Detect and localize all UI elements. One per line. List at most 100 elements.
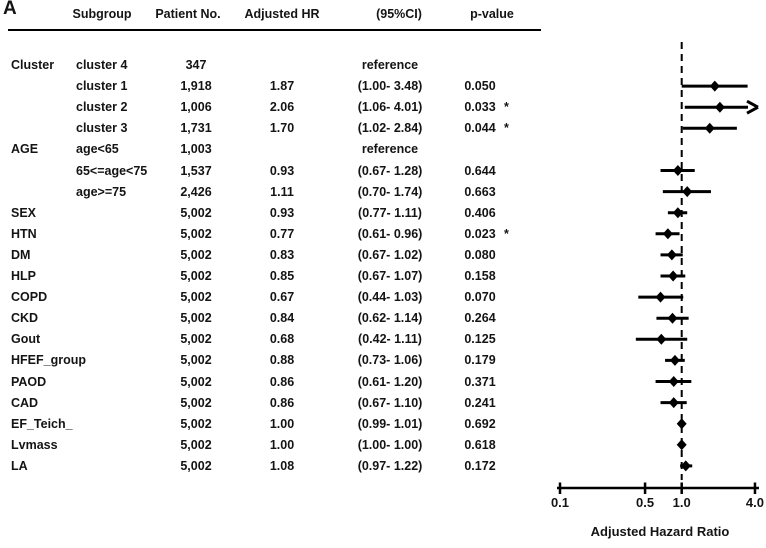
row-group-label: Cluster <box>11 58 55 72</box>
row-p-value: 0.172 <box>464 458 496 473</box>
row-group-label: CKD <box>11 311 39 326</box>
row-ci: (0.61- 0.96) <box>357 226 423 241</box>
col-header-patient-no: Patient No. <box>155 7 221 21</box>
table-row: CAD 5,002 0.86 (0.67- 1.10) 0.241 <box>0 393 560 413</box>
hr-diamond <box>667 312 678 324</box>
row-patient-count: 1,537 <box>180 163 212 178</box>
col-header-p-value: p-value <box>470 7 514 21</box>
row-significance-star: * <box>504 226 509 241</box>
table-row: Cluster cluster 4 347 reference <box>0 55 560 75</box>
row-patient-count: 5,002 <box>180 458 212 473</box>
hr-diamond <box>672 207 683 219</box>
table-row: AGE age<65 1,003 reference <box>0 139 560 159</box>
row-group-label: Gout <box>11 332 41 347</box>
row-ci: (0.61- 1.20) <box>357 374 423 389</box>
row-ci: (1.02- 2.84) <box>357 121 423 136</box>
hr-diamond <box>668 397 679 409</box>
row-adjusted-hr: 0.85 <box>269 269 295 283</box>
row-patient-count: 5,002 <box>180 205 212 220</box>
hr-diamond <box>682 186 693 198</box>
row-patient-count: 5,002 <box>180 416 212 431</box>
row-ci: (0.73- 1.06) <box>357 353 423 368</box>
hr-diamond <box>668 270 679 282</box>
row-group-label: COPD <box>11 290 48 305</box>
row-group-label: HTN <box>11 226 37 241</box>
table-row: SEX 5,002 0.93 (0.77- 1.11) 0.406 <box>0 203 560 223</box>
row-ci: (0.77- 1.11) <box>358 205 422 220</box>
row-ci: (0.67- 1.07) <box>357 269 423 283</box>
row-subgroup-label: cluster 2 <box>76 100 128 115</box>
row-patient-count: 1,003 <box>180 142 212 157</box>
row-subgroup-label: cluster 1 <box>76 79 128 94</box>
row-adjusted-hr: 1.00 <box>269 437 295 452</box>
row-ci: (1.06- 4.01) <box>357 100 423 115</box>
table-row: cluster 2 1,006 2.06 (1.06- 4.01) 0.033 … <box>0 97 560 117</box>
row-adjusted-hr: 0.84 <box>269 311 295 326</box>
table-row: cluster 3 1,731 1.70 (1.02- 2.84) 0.044 … <box>0 118 560 138</box>
row-adjusted-hr: 1.70 <box>269 121 295 136</box>
row-p-value: 0.023 <box>464 226 496 241</box>
row-p-value: 0.070 <box>464 290 496 305</box>
hr-diamond <box>666 249 677 261</box>
table-row: EF_Teich_ 5,002 1.00 (0.99- 1.01) 0.692 <box>0 414 560 434</box>
row-adjusted-hr: 1.00 <box>269 416 295 431</box>
row-p-value: 0.158 <box>464 269 496 283</box>
row-ci: (0.67- 1.02) <box>357 247 423 262</box>
row-ci: (0.70- 1.74) <box>357 184 423 199</box>
row-group-label: PAOD <box>11 374 47 389</box>
table-row: LA 5,002 1.08 (0.97- 1.22) 0.172 <box>0 456 560 476</box>
row-ci: reference <box>361 58 419 72</box>
row-patient-count: 5,002 <box>180 290 212 305</box>
col-header-subgroup: Subgroup <box>72 7 132 21</box>
row-p-value: 0.125 <box>464 332 496 347</box>
table-row: cluster 1 1,918 1.87 (1.00- 3.48) 0.050 <box>0 76 560 96</box>
row-p-value: 0.618 <box>464 437 496 452</box>
table-row: HTN 5,002 0.77 (0.61- 0.96) 0.023 * <box>0 224 560 244</box>
row-group-label: CAD <box>11 395 39 410</box>
row-patient-count: 5,002 <box>180 332 212 347</box>
row-group-label: AGE <box>11 142 39 157</box>
row-adjusted-hr: 0.77 <box>269 226 295 241</box>
row-significance-star: * <box>504 100 509 115</box>
row-adjusted-hr: 0.86 <box>269 395 295 410</box>
row-patient-count: 1,731 <box>180 121 212 136</box>
row-subgroup-label: age>=75 <box>76 184 127 199</box>
row-group-label: EF_Teich_ <box>11 416 73 431</box>
row-p-value: 0.406 <box>464 205 496 220</box>
hr-diamond <box>704 122 715 134</box>
row-patient-count: 5,002 <box>180 374 212 389</box>
row-patient-count: 5,002 <box>180 353 212 368</box>
row-patient-count: 5,002 <box>180 437 212 452</box>
row-ci: (1.00- 3.48) <box>357 79 423 94</box>
row-subgroup-label: cluster 4 <box>76 58 128 72</box>
row-adjusted-hr: 0.67 <box>269 290 295 305</box>
row-adjusted-hr: 2.06 <box>269 100 295 115</box>
row-subgroup-label: age<65 <box>76 142 119 157</box>
header-rule <box>8 29 541 31</box>
row-group-label: DM <box>11 247 31 262</box>
table-row: age>=75 2,426 1.11 (0.70- 1.74) 0.663 <box>0 182 560 202</box>
table-row: HLP 5,002 0.85 (0.67- 1.07) 0.158 <box>0 266 560 286</box>
hr-diamond <box>669 354 680 366</box>
row-significance-star: * <box>504 121 509 136</box>
row-ci: reference <box>361 142 419 157</box>
row-ci: (1.00- 1.00) <box>357 437 423 452</box>
row-p-value: 0.644 <box>464 163 496 178</box>
row-ci: (0.62- 1.14) <box>357 311 423 326</box>
row-group-label: HLP <box>11 269 36 283</box>
row-subgroup-label: cluster 3 <box>76 121 128 136</box>
table-row: 65<=age<75 1,537 0.93 (0.67- 1.28) 0.644 <box>0 161 560 181</box>
row-ci: (0.42- 1.11) <box>358 332 422 347</box>
row-adjusted-hr: 1.87 <box>269 79 295 94</box>
row-adjusted-hr: 0.68 <box>269 332 295 347</box>
hr-diamond <box>709 80 720 92</box>
row-p-value: 0.663 <box>464 184 496 199</box>
row-patient-count: 5,002 <box>180 226 212 241</box>
hr-diamond <box>714 101 725 113</box>
row-p-value: 0.179 <box>464 353 496 368</box>
x-axis-tick-label: 0.5 <box>636 495 654 510</box>
row-subgroup-label: 65<=age<75 <box>76 163 148 178</box>
x-axis-tick-label: 4.0 <box>746 495 764 510</box>
row-patient-count: 1,006 <box>180 100 212 115</box>
